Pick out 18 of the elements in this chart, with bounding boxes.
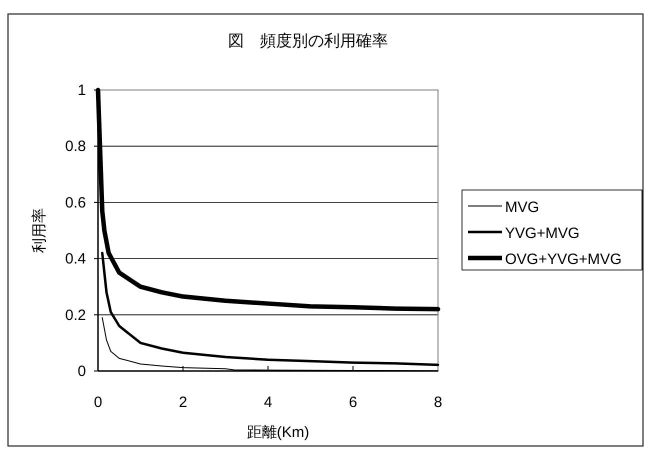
legend-label: OVG+YVG+MVG: [505, 251, 622, 268]
x-tick-label: 6: [348, 394, 358, 411]
y-axis-title: 利用率: [31, 208, 48, 253]
x-tick-label: 4: [264, 394, 272, 411]
y-tick-label: 1: [78, 82, 86, 99]
legend-label: YVG+MVG: [505, 225, 580, 242]
x-tick-label: 2: [178, 394, 188, 411]
y-tick-label: 0.6: [65, 194, 86, 212]
y-tick-label: 0: [78, 363, 86, 380]
x-tick-label: 0: [94, 394, 102, 411]
legend-label: MVG: [505, 199, 540, 216]
chart-title: 図 頻度別の利用確率: [228, 32, 388, 50]
y-tick-label: 0.8: [65, 138, 86, 156]
line-series: [101, 252, 440, 366]
y-tick-label: 0.4: [65, 250, 86, 268]
y-tick-label: 0.2: [65, 306, 86, 324]
x-tick-label: 8: [434, 394, 442, 411]
x-axis-title: 距離(Km): [246, 424, 310, 441]
